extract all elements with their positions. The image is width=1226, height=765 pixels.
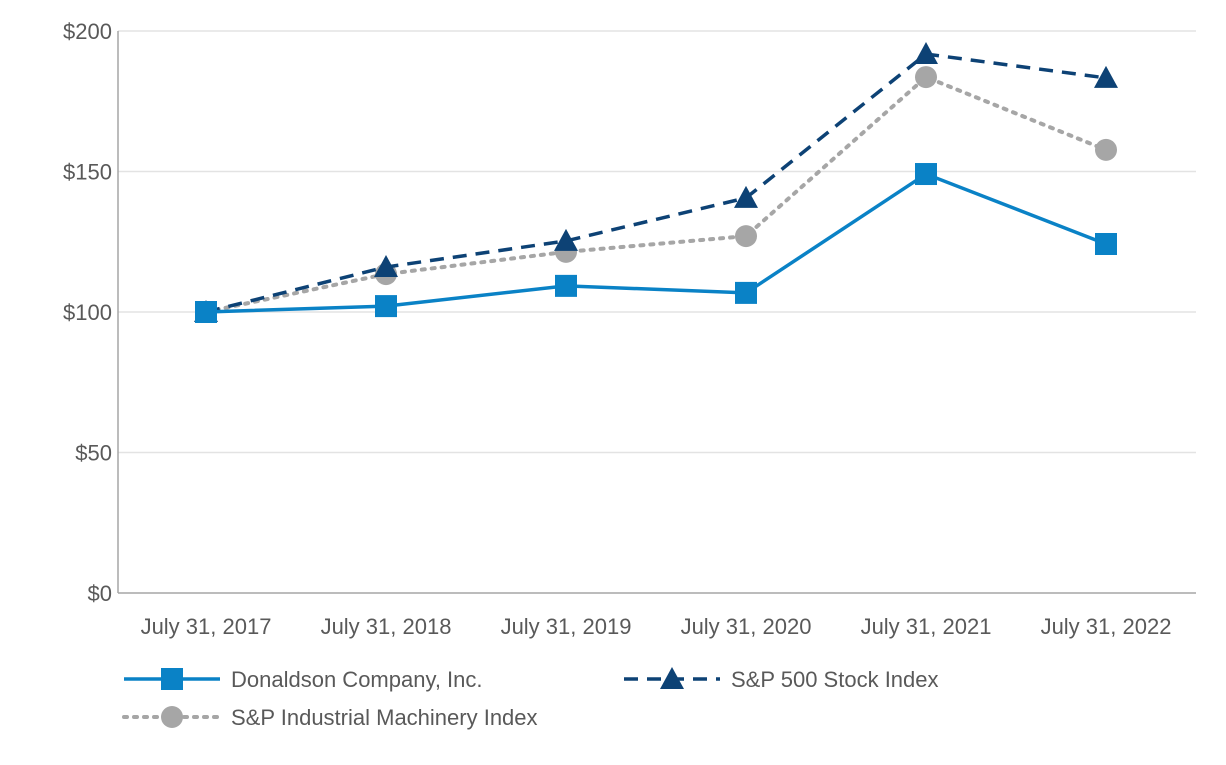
gridlines (118, 30, 1196, 454)
x-tick-label: July 31, 2021 (861, 614, 992, 639)
data-point-triangle (374, 255, 398, 278)
series-circle (195, 66, 1117, 323)
legend-marker-triangle (660, 667, 684, 689)
series-line (205, 52, 1107, 314)
y-tick-label: $150 (63, 160, 112, 185)
y-axis-ticks: $0 $50 $100 $150 $200 (63, 19, 112, 606)
y-tick-label: $100 (63, 300, 112, 325)
data-point-circle (1095, 138, 1117, 161)
legend-item: Donaldson Company, Inc. (124, 667, 483, 692)
data-point-triangle (1094, 65, 1118, 88)
data-point-square (735, 281, 757, 304)
legend-label: S&P Industrial Machinery Index (231, 705, 538, 730)
y-tick-label: $200 (63, 19, 112, 44)
x-tick-label: July 31, 2022 (1041, 614, 1172, 639)
data-point-triangle (914, 42, 938, 65)
legend-item: S&P 500 Stock Index (624, 667, 939, 692)
data-point-circle (915, 66, 937, 89)
x-tick-label: July 31, 2019 (501, 614, 632, 639)
x-tick-label: July 31, 2017 (141, 614, 272, 639)
legend-label: S&P 500 Stock Index (731, 667, 939, 692)
data-point-triangle (734, 185, 758, 208)
series-line (204, 74, 1108, 314)
data-point-triangle (554, 228, 578, 251)
data-point-square (195, 301, 217, 323)
x-tick-label: July 31, 2020 (681, 614, 812, 639)
legend-marker-square (161, 668, 183, 690)
series-line (205, 172, 1107, 314)
series-square (195, 163, 1117, 323)
data-point-square (915, 163, 937, 186)
x-axis-ticks: July 31, 2017 July 31, 2018 July 31, 2019 J… (141, 614, 1172, 639)
legend-marker-circle (161, 706, 183, 728)
legend-label: Donaldson Company, Inc. (231, 667, 483, 692)
y-tick-label: $0 (88, 581, 112, 606)
y-tick-label: $50 (75, 441, 112, 466)
legend-item: S&P Industrial Machinery Index (122, 705, 538, 730)
series-group (194, 42, 1118, 323)
data-point-square (555, 274, 577, 297)
x-tick-label: July 31, 2018 (321, 614, 452, 639)
series-triangle (194, 42, 1118, 322)
data-point-square (375, 295, 397, 318)
data-point-square (1095, 232, 1117, 255)
data-point-circle (735, 225, 757, 248)
legend: Donaldson Company, Inc. S&P 500 Stock Ind… (122, 667, 939, 730)
